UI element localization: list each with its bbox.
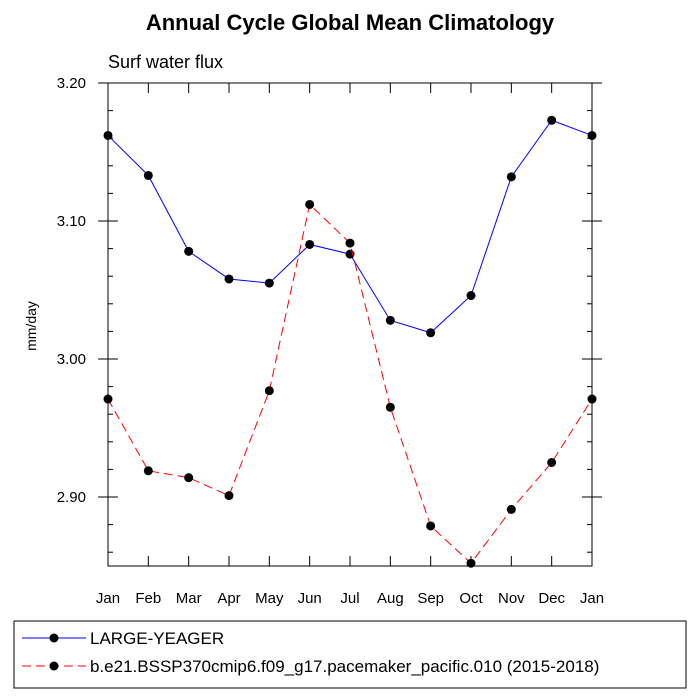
data-point bbox=[305, 239, 315, 249]
data-point bbox=[264, 278, 274, 288]
y-tick-label: 3.20 bbox=[57, 75, 86, 92]
data-point bbox=[506, 504, 516, 514]
x-tick-label: Nov bbox=[498, 590, 525, 607]
data-point bbox=[385, 402, 395, 412]
x-tick-label: Mar bbox=[176, 590, 202, 607]
x-tick-label: Apr bbox=[217, 590, 240, 607]
data-point bbox=[587, 130, 597, 140]
x-tick-label: Feb bbox=[135, 590, 161, 607]
x-tick-label: Jan bbox=[580, 590, 604, 607]
data-point bbox=[264, 386, 274, 396]
x-tick-label: Jan bbox=[96, 590, 120, 607]
data-point bbox=[466, 291, 476, 301]
chart-title: Annual Cycle Global Mean Climatology bbox=[146, 10, 555, 35]
legend-entry-1: LARGE-YEAGER bbox=[22, 629, 224, 648]
data-point bbox=[184, 473, 194, 483]
data-point bbox=[345, 238, 355, 248]
data-point bbox=[587, 394, 597, 404]
data-point bbox=[103, 394, 113, 404]
data-point bbox=[426, 328, 436, 338]
data-point bbox=[143, 466, 153, 476]
x-tick-label: Dec bbox=[538, 590, 565, 607]
series-2 bbox=[103, 199, 597, 568]
legend-box bbox=[13, 620, 687, 689]
data-point bbox=[385, 315, 395, 325]
chart-subtitle: Surf water flux bbox=[108, 52, 223, 72]
data-point bbox=[103, 130, 113, 140]
x-tick-label: May bbox=[255, 590, 284, 607]
y-axis-label: mm/day bbox=[23, 301, 39, 351]
legend-label: LARGE-YEAGER bbox=[90, 629, 224, 648]
plot-frame bbox=[107, 82, 593, 567]
data-point bbox=[547, 115, 557, 125]
series-1 bbox=[103, 115, 597, 338]
legend-marker bbox=[49, 661, 59, 671]
x-tick-label: Aug bbox=[377, 590, 404, 607]
legend-label: b.e21.BSSP370cmip6.f09_g17.pacemaker_pac… bbox=[90, 657, 599, 676]
y-tick-label: 3.00 bbox=[57, 351, 86, 368]
series-line bbox=[107, 119, 593, 334]
data-point bbox=[143, 170, 153, 180]
legend-entry-2: b.e21.BSSP370cmip6.f09_g17.pacemaker_pac… bbox=[22, 657, 599, 676]
data-point bbox=[506, 172, 516, 182]
ticks-layer: Jan Feb Mar Apr May Jun Jul Aug Sep Oct Nov Dec Jan 2… bbox=[57, 75, 604, 607]
x-tick-label: Jun bbox=[298, 590, 322, 607]
series-layer bbox=[103, 115, 597, 568]
y-tick-label: 3.10 bbox=[57, 213, 86, 230]
legend: LARGE-YEAGER b.e21.BSSP370cmip6.f09_g17.p… bbox=[22, 629, 599, 676]
data-point bbox=[224, 274, 234, 284]
x-tick-label: Oct bbox=[459, 590, 483, 607]
y-tick-label: 2.90 bbox=[57, 489, 86, 506]
x-tick-label: Jul bbox=[340, 590, 359, 607]
data-point bbox=[224, 491, 234, 501]
data-point bbox=[426, 521, 436, 531]
data-point bbox=[305, 199, 315, 209]
data-point bbox=[547, 458, 557, 467]
legend-marker bbox=[49, 633, 59, 643]
x-tick-label: Sep bbox=[417, 590, 444, 607]
data-point bbox=[184, 246, 194, 256]
data-point bbox=[466, 558, 476, 568]
